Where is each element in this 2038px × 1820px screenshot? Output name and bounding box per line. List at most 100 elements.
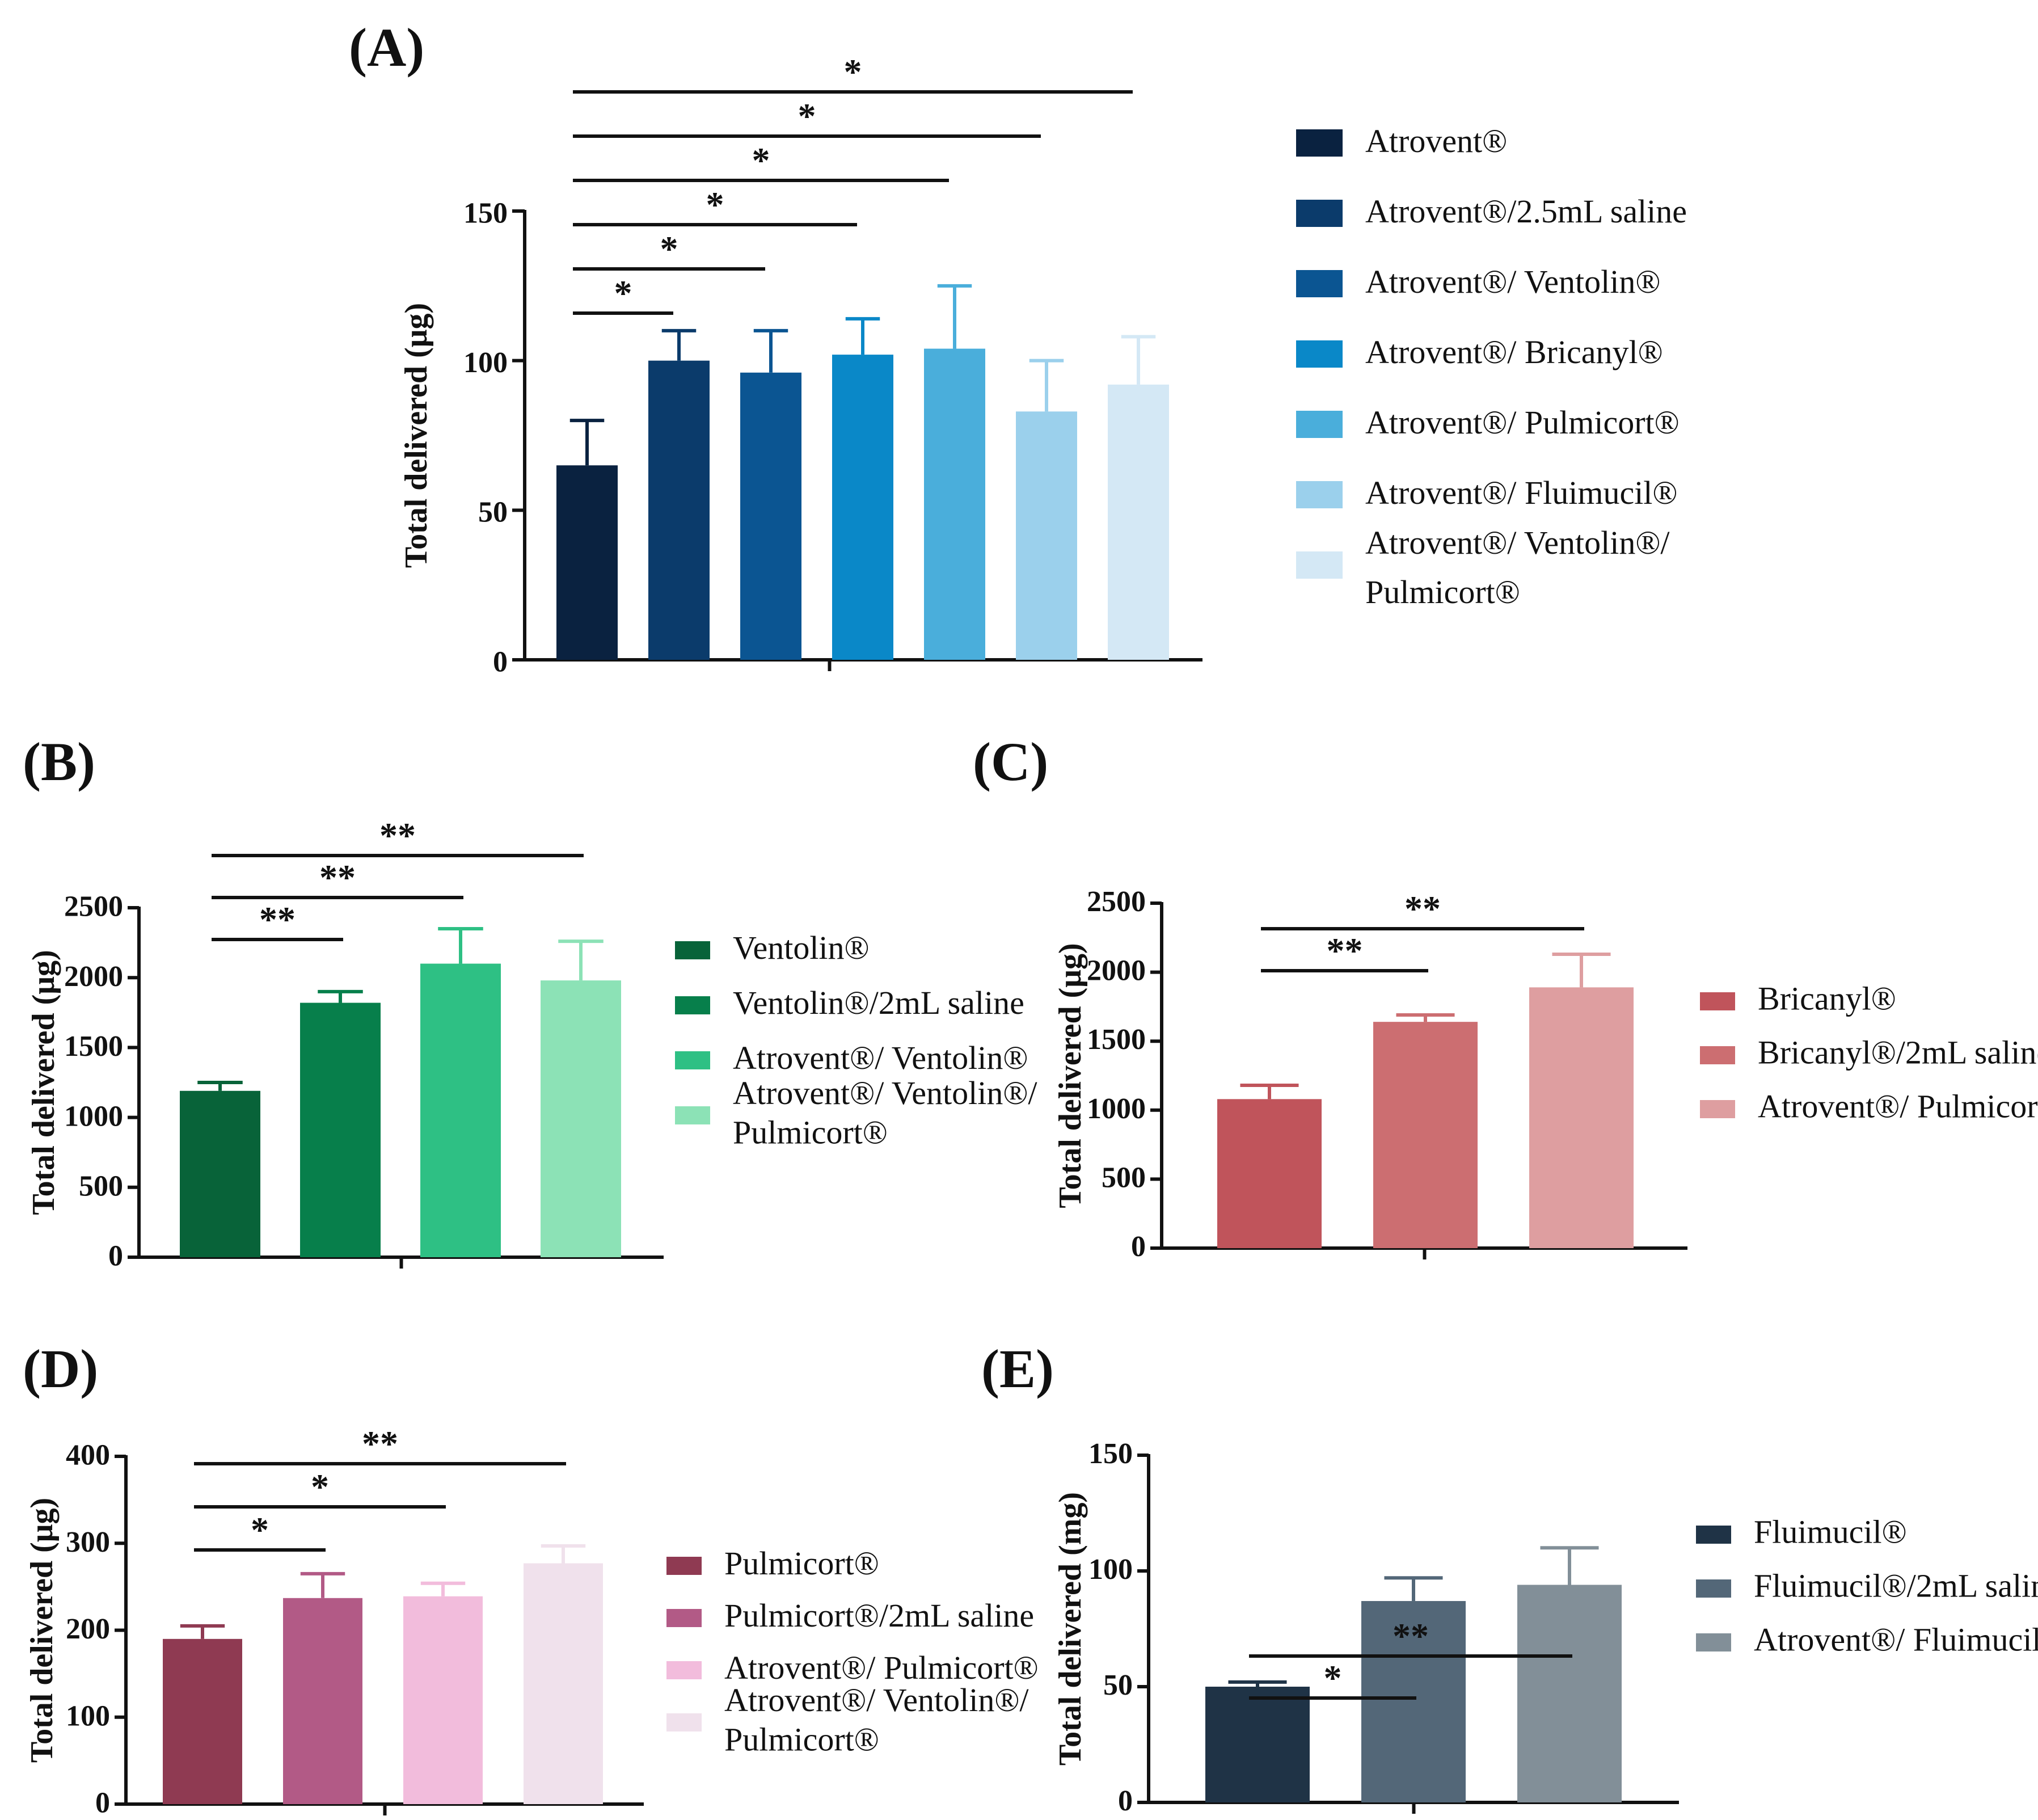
- bar: [1529, 987, 1634, 1248]
- significance-marker: *: [752, 140, 770, 180]
- panel-label-d: (D): [23, 1338, 98, 1399]
- legend-swatch: [675, 1106, 710, 1124]
- y-tick-label: 50: [1103, 1669, 1133, 1701]
- legend-swatch: [675, 996, 710, 1014]
- significance-marker: **: [362, 1423, 398, 1464]
- bar: [648, 360, 710, 660]
- bar: [1373, 1022, 1478, 1248]
- panel-c: (C) 0 500 1000 1500 2000 2500 Total delivered …: [973, 731, 2038, 1263]
- y-tick-label: 2000: [1087, 955, 1146, 987]
- legend-swatch: [666, 1557, 702, 1575]
- legend-swatch: [1296, 411, 1343, 438]
- legend-label: Atrovent®: [1365, 123, 1507, 159]
- legend-swatch: [666, 1609, 702, 1627]
- bar: [1361, 1601, 1466, 1802]
- significance-marker: *: [1324, 1658, 1342, 1698]
- legend-label: Ventolin®/2mL saline: [733, 984, 1024, 1021]
- legend-swatch: [1696, 1579, 1731, 1598]
- bar: [420, 963, 501, 1257]
- bar: [1205, 1687, 1310, 1802]
- legend-swatch: [1296, 200, 1343, 227]
- panel-label-c: (C): [973, 731, 1048, 792]
- y-axis-label: Total delivered (μg): [24, 1498, 60, 1763]
- significance-marker: *: [614, 273, 632, 313]
- bar: [283, 1598, 362, 1804]
- legend-label: Atrovent®/2.5mL saline: [1365, 193, 1687, 230]
- y-axis-label: Total delivered (μg): [1053, 943, 1088, 1208]
- legend-swatch: [1700, 1046, 1735, 1064]
- y-tick-label: 0: [108, 1240, 123, 1273]
- legend-label: Fluimucil®/2mL saline: [1754, 1568, 2038, 1604]
- y-tick-label: 1500: [64, 1030, 123, 1063]
- significance-marker: *: [706, 184, 724, 225]
- legend-label: Atrovent®/ Ventolin®/: [733, 1075, 1037, 1111]
- panel-label-a: (A): [349, 17, 424, 78]
- legend-label: Ventolin®: [733, 929, 870, 966]
- bar: [163, 1638, 242, 1804]
- y-tick-label: 500: [1102, 1161, 1146, 1194]
- legend-swatch: [666, 1713, 702, 1731]
- y-tick-label: 500: [79, 1170, 123, 1203]
- significance-marker: *: [251, 1510, 269, 1550]
- legend-label: Atrovent®/ Fluimucil®: [1754, 1621, 2038, 1658]
- significance-marker: *: [660, 229, 678, 269]
- y-tick-label: 150: [463, 197, 508, 229]
- y-tick-label: 2000: [64, 960, 123, 993]
- legend-label: Pulmicort®: [724, 1545, 879, 1582]
- y-tick-label: 150: [1088, 1438, 1133, 1470]
- y-tick-label: 0: [1118, 1785, 1133, 1817]
- y-tick-label: 200: [66, 1613, 110, 1645]
- legend-swatch: [666, 1661, 702, 1679]
- panel-label-b: (B): [23, 731, 95, 792]
- bar: [524, 1563, 603, 1804]
- legend-label: Atrovent®/ Ventolin®: [733, 1039, 1028, 1076]
- y-axis-label: Total delivered (mg): [1053, 1492, 1088, 1766]
- panel-label-e: (E): [981, 1338, 1054, 1399]
- legend-swatch: [1296, 481, 1343, 508]
- legend-label: Atrovent®/ Fluimucil®: [1365, 474, 1678, 511]
- panel-a: (A) 0 50 100 150 Total delivered (μg) * * * * * * A…: [349, 17, 1687, 678]
- legend-label: Bricanyl®/2mL saline: [1758, 1034, 2038, 1071]
- significance-marker: **: [1404, 888, 1441, 929]
- y-tick-label: 2500: [64, 891, 123, 923]
- y-tick-label: 2500: [1087, 886, 1146, 918]
- y-tick-label: 300: [66, 1526, 110, 1558]
- legend-label: Fluimucil®: [1754, 1514, 1907, 1551]
- significance-marker: **: [319, 857, 356, 898]
- legend-swatch: [1696, 1633, 1731, 1652]
- bar: [180, 1090, 260, 1257]
- legend-label: Atrovent®/ Pulmicort®: [1758, 1088, 2038, 1125]
- y-tick-label: 100: [463, 347, 508, 379]
- y-axis-label: Total delivered (μg): [399, 303, 434, 568]
- legend-label: Atrovent®/ Ventolin®/: [724, 1682, 1029, 1718]
- legend-label-cont: Pulmicort®: [724, 1721, 879, 1758]
- bar: [1016, 411, 1077, 660]
- y-tick-label: 1000: [64, 1100, 123, 1132]
- y-tick-label: 1000: [1087, 1093, 1146, 1125]
- bar: [403, 1596, 483, 1804]
- y-tick-label: 0: [493, 646, 508, 678]
- bar: [556, 465, 618, 660]
- legend-swatch: [675, 1051, 710, 1069]
- legend-swatch: [1296, 551, 1343, 579]
- bar: [1108, 384, 1169, 660]
- legend-label-cont: Pulmicort®: [733, 1114, 888, 1151]
- bar: [1217, 1099, 1322, 1248]
- legend-swatch: [1296, 270, 1343, 297]
- y-tick-label: 100: [1088, 1553, 1133, 1586]
- significance-marker: *: [798, 96, 816, 136]
- legend-label: Atrovent®/ Ventolin®: [1365, 263, 1660, 300]
- significance-marker: **: [379, 815, 416, 856]
- legend-label-cont: Pulmicort®: [1365, 574, 1520, 610]
- legend-swatch: [1700, 1100, 1735, 1118]
- legend-swatch: [1700, 992, 1735, 1010]
- legend-label: Atrovent®/ Ventolin®/: [1365, 524, 1670, 561]
- legend-swatch: [1296, 340, 1343, 368]
- y-tick-label: 1500: [1087, 1023, 1146, 1056]
- y-axis-label: Total delivered (μg): [26, 950, 61, 1215]
- y-tick-label: 400: [66, 1439, 110, 1472]
- bar: [832, 355, 893, 660]
- bar: [300, 1002, 381, 1257]
